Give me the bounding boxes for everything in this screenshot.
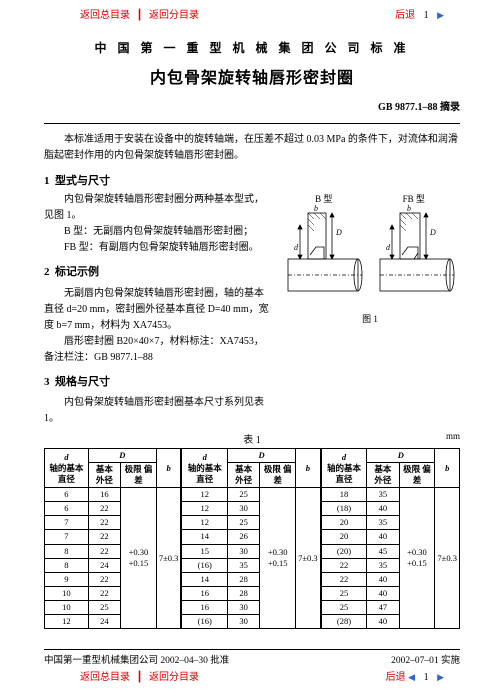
table-unit: mm: [446, 431, 460, 441]
fig-fb-label: FB 型: [403, 192, 425, 205]
svg-text:D: D: [335, 228, 342, 237]
page-number-bottom: 1: [424, 672, 429, 683]
svg-text:b: b: [407, 205, 411, 213]
effective-date: 2002–07–01 实施: [391, 652, 460, 666]
sec2-p1: 无副唇内包骨架旋转轴唇形密封圈，轴的基本直径 d=20 mm，密封圈外径基本直径…: [44, 286, 272, 334]
figure-1: B 型 FB 型 d D b: [280, 192, 460, 427]
back-link[interactable]: 后退: [395, 10, 415, 21]
sec2-p2: 唇形密封圈 B20×40×7，材料标注：XA7453，备注栏注：GB 9877.…: [44, 334, 272, 366]
svg-text:b: b: [314, 205, 318, 213]
top-nav: 返回总目录 ┃ 返回分目录 后退 1 ▶: [0, 0, 504, 25]
rule: [44, 123, 460, 124]
standard-code: GB 9877.1–88 摘录: [44, 98, 460, 113]
sec1-p3: FB 型：有副唇内包骨架旋转轴唇形密封圈。: [44, 240, 272, 256]
sec1-p2: B 型：无副唇内包骨架旋转轴唇形密封圈；: [44, 224, 272, 240]
approval-date: 中国第一重型机械集团公司 2002–04–30 批准: [44, 652, 229, 666]
back-link-bottom[interactable]: 后退: [386, 672, 406, 683]
fig-b-label: B 型: [315, 192, 332, 205]
prev-icon[interactable]: ◀: [408, 672, 415, 682]
bottom-nav: 返回总目录 ┃ 返回分目录 后退 ◀ 1 ▶: [0, 666, 504, 687]
back-main-link-bottom[interactable]: 返回总目录: [80, 672, 130, 683]
nav-sep-bottom: ┃: [137, 672, 143, 683]
next-icon-bottom[interactable]: ▶: [437, 672, 444, 682]
footer: 中国第一重型机械集团公司 2002–04–30 批准 2002–07–01 实施: [0, 652, 504, 666]
org-line: 中 国 第 一 重 型 机 械 集 团 公 司 标 准: [44, 39, 460, 56]
section-1-heading: 1 型式与尺寸: [44, 172, 460, 188]
page-number: 1: [424, 10, 429, 21]
nav-sep: ┃: [137, 10, 143, 21]
svg-text:D: D: [429, 228, 436, 237]
back-main-link[interactable]: 返回总目录: [80, 10, 130, 21]
back-sub-link-bottom[interactable]: 返回分目录: [149, 672, 199, 683]
section-2-heading: 2 标记示例: [44, 264, 272, 282]
svg-text:d: d: [386, 243, 391, 252]
back-sub-link[interactable]: 返回分目录: [149, 10, 199, 21]
seal-diagram: d D b d D b: [280, 205, 460, 310]
footer-rule: [44, 649, 460, 650]
next-icon[interactable]: ▶: [437, 10, 444, 20]
dimension-table: d轴的基本 直径 D b d轴的基本 直径 D b d轴的基本 直径 D b 基…: [44, 448, 460, 629]
svg-text:d: d: [294, 243, 299, 252]
section-3-heading: 3 规格与尺寸: [44, 374, 272, 392]
intro-para: 本标准适用于安装在设备中的旋转轴端，在压差不超过 0.03 MPa 的条件下，对…: [44, 132, 460, 164]
page-title: 内包骨架旋转轴唇形密封圈: [44, 64, 460, 88]
sec3-p1: 内包骨架旋转轴唇形密封圈基本尺寸系列见表 1。: [44, 395, 272, 427]
table-caption: 表 1 mm: [44, 431, 460, 446]
sec1-p1: 内包骨架旋转轴唇形密封圈分两种基本型式，见图 1。: [44, 192, 272, 224]
figure-caption: 图 1: [280, 312, 460, 325]
